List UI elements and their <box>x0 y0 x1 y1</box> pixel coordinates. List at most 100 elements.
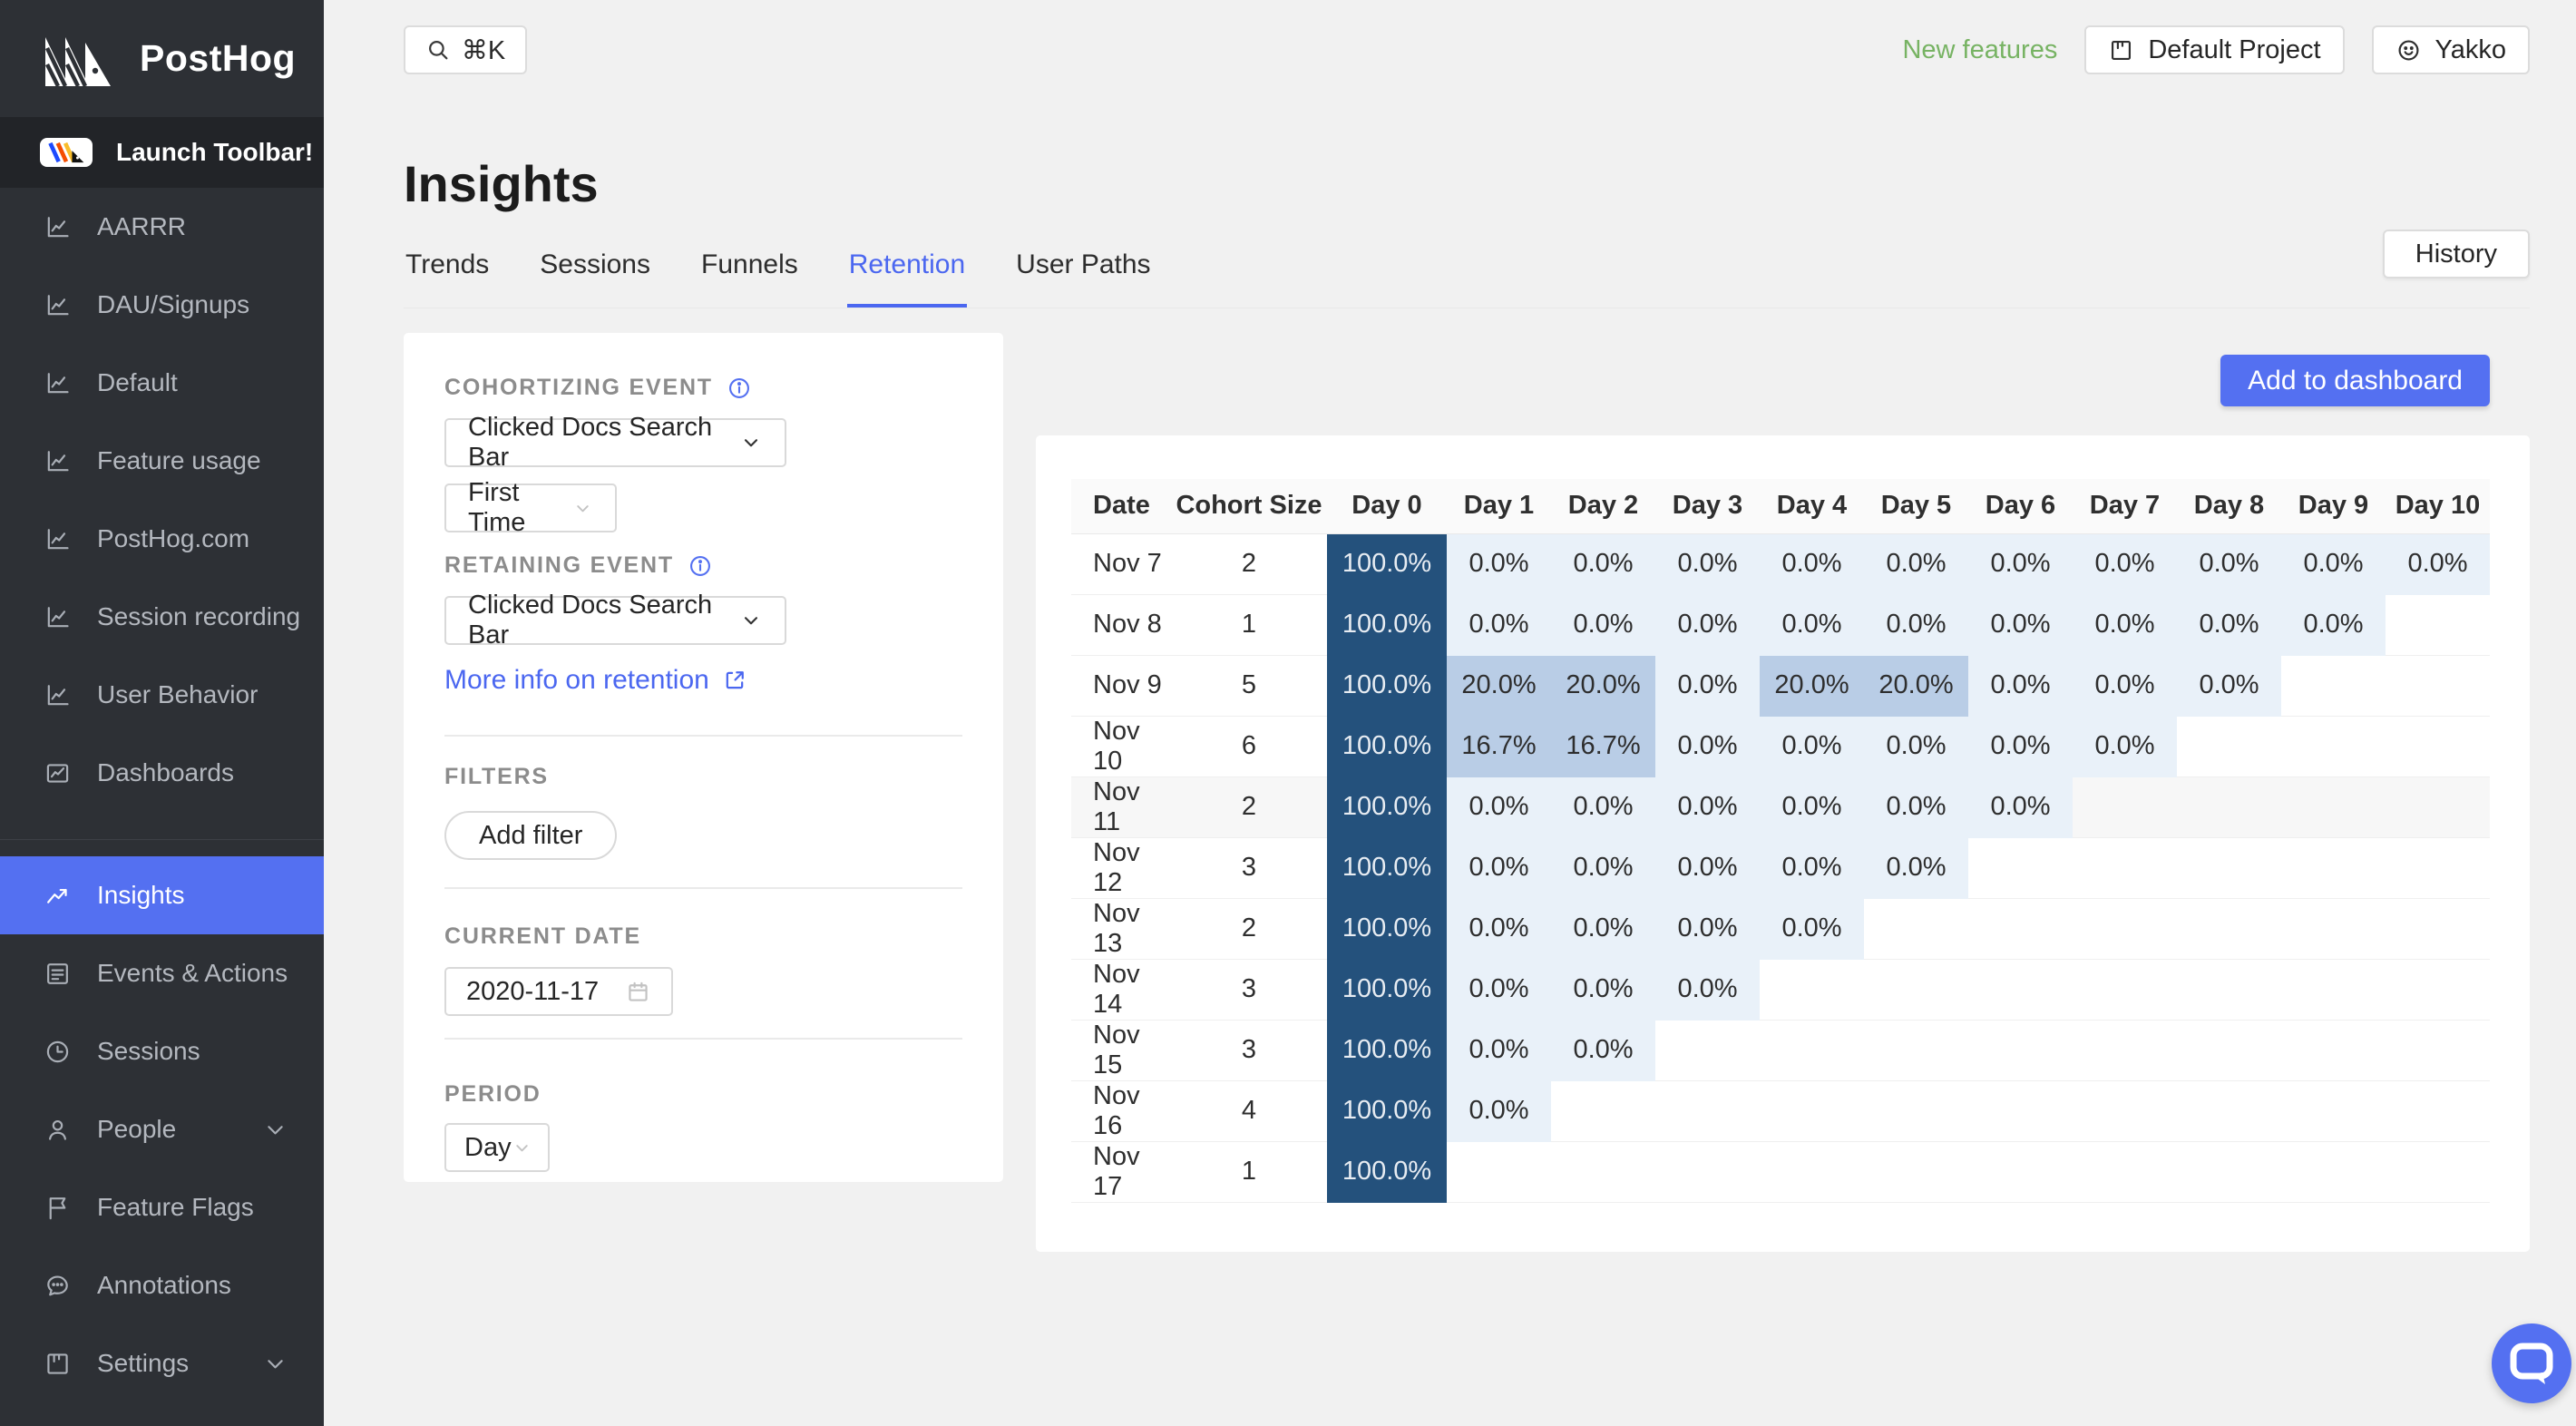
retention-cell-day-0[interactable]: 100.0% <box>1327 1080 1447 1142</box>
retention-cell-day-2[interactable]: 16.7% <box>1551 716 1655 777</box>
sidebar-item-settings[interactable]: Settings <box>0 1324 324 1402</box>
retention-cell-day-0[interactable]: 100.0% <box>1327 776 1447 838</box>
retention-cell-day-6[interactable]: 0.0% <box>1968 594 2073 656</box>
retention-cell-day-5[interactable]: 0.0% <box>1864 716 1968 777</box>
retention-cell-day-3[interactable]: 0.0% <box>1655 898 1760 960</box>
retention-cell-day-5[interactable]: 0.0% <box>1864 594 1968 656</box>
posthog-logo[interactable]: PostHog <box>0 0 324 117</box>
retention-cell-day-3[interactable]: 0.0% <box>1655 594 1760 656</box>
retention-cell-day-8[interactable]: 0.0% <box>2177 655 2281 717</box>
retention-cell-day-7[interactable]: 0.0% <box>2073 533 2177 595</box>
chat-widget-button[interactable] <box>2492 1323 2571 1403</box>
retention-cell-day-2[interactable]: 0.0% <box>1551 533 1655 595</box>
retention-cell-day-1[interactable]: 0.0% <box>1447 776 1551 838</box>
sidebar-item-feature-usage[interactable]: Feature usage <box>0 422 324 500</box>
info-icon[interactable] <box>688 553 713 579</box>
sidebar-item-dashboards[interactable]: Dashboards <box>0 734 324 812</box>
tab-funnels[interactable]: Funnels <box>701 249 798 279</box>
new-features-link[interactable]: New features <box>1902 34 2058 64</box>
retention-cell-day-1[interactable]: 0.0% <box>1447 533 1551 595</box>
sidebar-item-events-actions[interactable]: Events & Actions <box>0 934 324 1012</box>
search-input[interactable]: ⌘K <box>404 25 527 74</box>
retention-cell-day-4[interactable]: 0.0% <box>1760 533 1864 595</box>
retention-cell-day-0[interactable]: 100.0% <box>1327 898 1447 960</box>
sidebar-item-session-recording[interactable]: Session recording <box>0 578 324 656</box>
sidebar-item-default[interactable]: Default <box>0 344 324 422</box>
retention-cell-day-8[interactable]: 0.0% <box>2177 594 2281 656</box>
retention-cell-day-2[interactable]: 0.0% <box>1551 594 1655 656</box>
retention-cell-day-7[interactable]: 0.0% <box>2073 655 2177 717</box>
retention-cell-day-1[interactable]: 16.7% <box>1447 716 1551 777</box>
retention-cell-day-2[interactable]: 0.0% <box>1551 837 1655 899</box>
retention-cell-day-0[interactable]: 100.0% <box>1327 959 1447 1021</box>
sidebar-item-insights[interactable]: Insights <box>0 856 324 934</box>
retention-cell-day-3[interactable]: 0.0% <box>1655 655 1760 717</box>
more-info-retention-link[interactable]: More info on retention <box>444 665 962 696</box>
retention-cell-day-0[interactable]: 100.0% <box>1327 837 1447 899</box>
sidebar-item-dau-signups[interactable]: DAU/Signups <box>0 266 324 344</box>
retention-cell-day-5[interactable]: 0.0% <box>1864 776 1968 838</box>
sidebar-item-feature-flags[interactable]: Feature Flags <box>0 1168 324 1246</box>
retention-cell-day-3[interactable]: 0.0% <box>1655 533 1760 595</box>
sidebar-item-aarrr[interactable]: AARRR <box>0 188 324 266</box>
cohort-type-select[interactable]: First Time <box>444 478 617 537</box>
retention-cell-day-3[interactable]: 0.0% <box>1655 837 1760 899</box>
retention-cell-day-3[interactable]: 0.0% <box>1655 776 1760 838</box>
launch-toolbar-button[interactable]: Launch Toolbar! <box>0 117 324 188</box>
tab-trends[interactable]: Trends <box>405 249 490 279</box>
retention-cell-day-5[interactable]: 0.0% <box>1864 533 1968 595</box>
tab-retention[interactable]: Retention <box>846 224 968 308</box>
retaining-event-select[interactable]: Clicked Docs Search Bar <box>444 591 786 650</box>
history-button[interactable]: History <box>2382 230 2530 278</box>
retention-cell-day-5[interactable]: 0.0% <box>1864 837 1968 899</box>
sidebar-item-posthog-com[interactable]: PostHog.com <box>0 500 324 578</box>
sidebar-item-people[interactable]: People <box>0 1090 324 1168</box>
sidebar-item-annotations[interactable]: Annotations <box>0 1246 324 1324</box>
retention-cell-day-3[interactable]: 0.0% <box>1655 959 1760 1021</box>
retention-cell-day-4[interactable]: 0.0% <box>1760 716 1864 777</box>
add-filter-button[interactable]: Add filter <box>444 811 618 860</box>
retention-cell-day-6[interactable]: 0.0% <box>1968 776 2073 838</box>
tab-sessions[interactable]: Sessions <box>540 249 650 279</box>
retention-cell-day-6[interactable]: 0.0% <box>1968 716 2073 777</box>
retention-cell-day-0[interactable]: 100.0% <box>1327 533 1447 595</box>
retention-cell-day-1[interactable]: 0.0% <box>1447 898 1551 960</box>
project-switcher-button[interactable]: Default Project <box>2084 25 2345 74</box>
user-menu-button[interactable]: Yakko <box>2371 25 2530 74</box>
retention-cell-day-2[interactable]: 20.0% <box>1551 655 1655 717</box>
add-to-dashboard-button[interactable]: Add to dashboard <box>2220 355 2490 406</box>
retention-cell-day-1[interactable]: 0.0% <box>1447 1080 1551 1142</box>
retention-cell-day-2[interactable]: 0.0% <box>1551 776 1655 838</box>
retention-cell-day-0[interactable]: 100.0% <box>1327 1020 1447 1081</box>
retention-cell-day-0[interactable]: 100.0% <box>1327 716 1447 777</box>
retention-cell-day-1[interactable]: 0.0% <box>1447 837 1551 899</box>
sidebar-item-sessions[interactable]: Sessions <box>0 1012 324 1090</box>
current-date-picker[interactable]: 2020-11-17 <box>444 967 673 1016</box>
period-select[interactable]: Day <box>444 1123 550 1172</box>
cohortizing-event-select[interactable]: Clicked Docs Search Bar <box>444 413 786 472</box>
retention-cell-day-6[interactable]: 0.0% <box>1968 655 2073 717</box>
info-icon[interactable] <box>727 376 752 401</box>
retention-cell-day-10[interactable]: 0.0% <box>2386 533 2490 595</box>
retention-cell-day-2[interactable]: 0.0% <box>1551 898 1655 960</box>
retention-cell-day-6[interactable]: 0.0% <box>1968 533 2073 595</box>
retention-cell-day-9[interactable]: 0.0% <box>2281 533 2386 595</box>
retention-cell-day-4[interactable]: 0.0% <box>1760 776 1864 838</box>
retention-cell-day-0[interactable]: 100.0% <box>1327 1141 1447 1203</box>
retention-cell-day-4[interactable]: 0.0% <box>1760 594 1864 656</box>
tab-user-paths[interactable]: User Paths <box>1016 249 1151 279</box>
retention-cell-day-0[interactable]: 100.0% <box>1327 655 1447 717</box>
retention-cell-day-7[interactable]: 0.0% <box>2073 716 2177 777</box>
retention-cell-day-2[interactable]: 0.0% <box>1551 959 1655 1021</box>
retention-cell-day-2[interactable]: 0.0% <box>1551 1020 1655 1081</box>
retention-cell-day-3[interactable]: 0.0% <box>1655 716 1760 777</box>
retention-cell-day-1[interactable]: 0.0% <box>1447 594 1551 656</box>
retention-cell-day-8[interactable]: 0.0% <box>2177 533 2281 595</box>
retention-cell-day-4[interactable]: 20.0% <box>1760 655 1864 717</box>
retention-cell-day-1[interactable]: 20.0% <box>1447 655 1551 717</box>
retention-cell-day-7[interactable]: 0.0% <box>2073 594 2177 656</box>
retention-cell-day-4[interactable]: 0.0% <box>1760 898 1864 960</box>
retention-cell-day-9[interactable]: 0.0% <box>2281 594 2386 656</box>
retention-cell-day-5[interactable]: 20.0% <box>1864 655 1968 717</box>
retention-cell-day-0[interactable]: 100.0% <box>1327 594 1447 656</box>
